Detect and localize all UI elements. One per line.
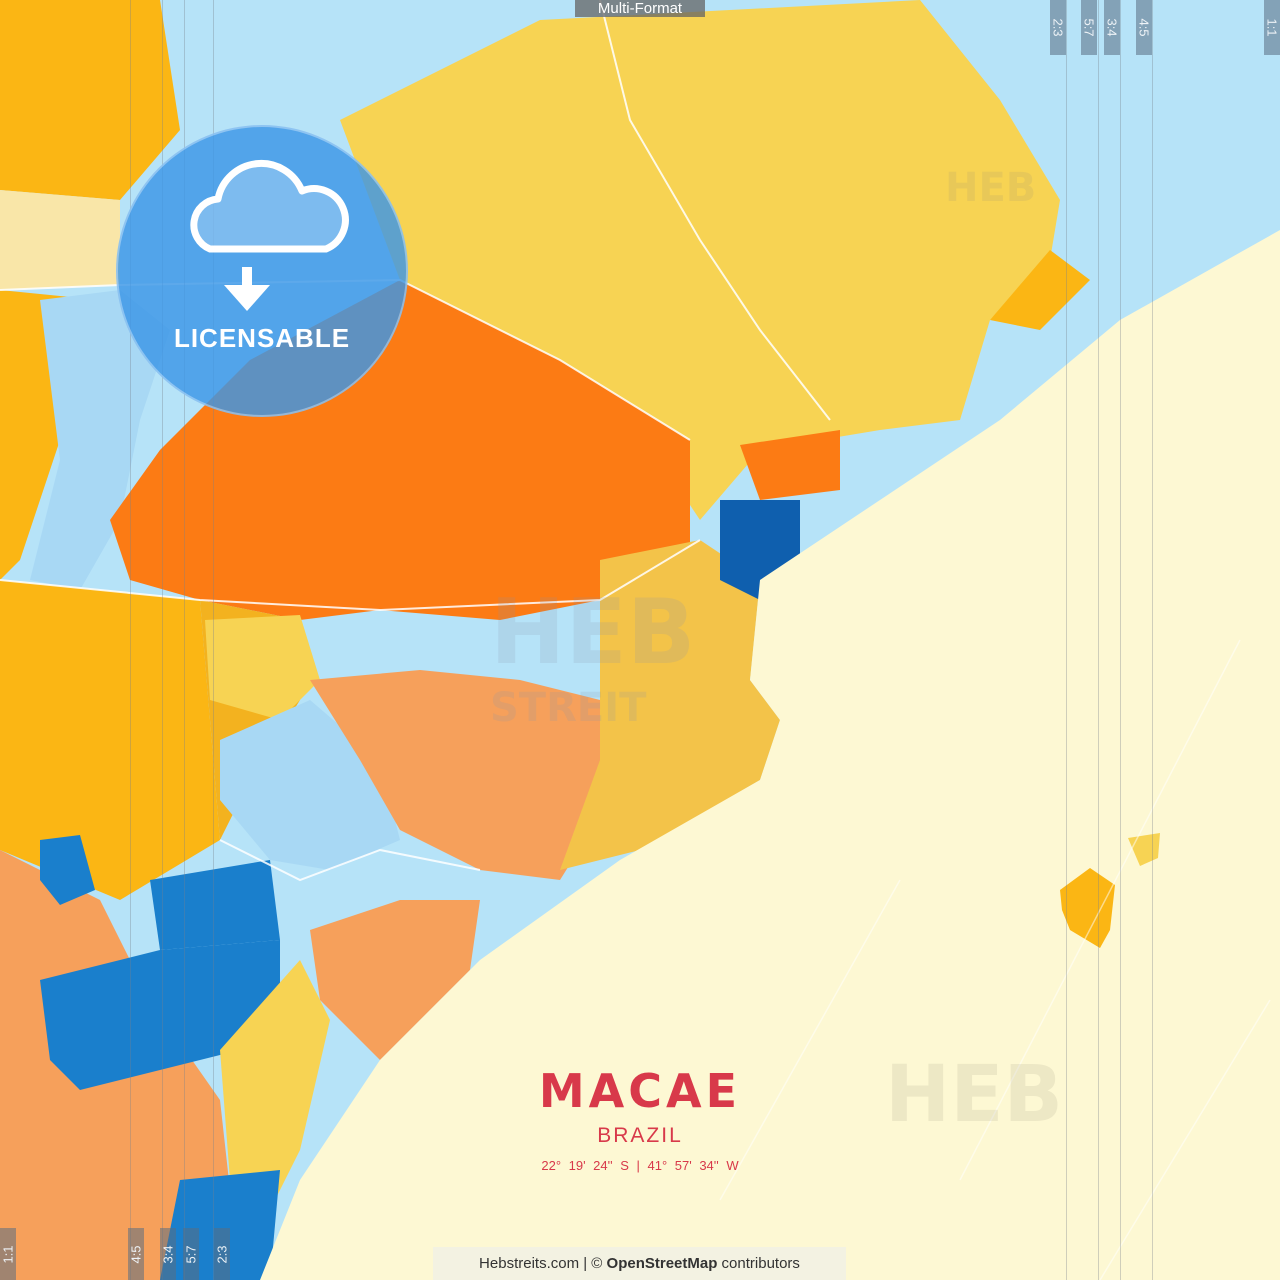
ratio-mark-1-1: 1:1 xyxy=(0,1228,16,1280)
city-center xyxy=(560,540,780,870)
guide-line xyxy=(130,0,131,1280)
watermark-top: HEB xyxy=(945,165,1037,211)
guide-line xyxy=(1152,0,1153,1280)
left-cream-strip xyxy=(0,190,120,290)
blue-lake xyxy=(40,835,95,905)
attribution-separator: | © xyxy=(579,1255,607,1272)
salmon-middle xyxy=(310,670,610,880)
watermark-bottom: HEB xyxy=(885,1050,1064,1140)
sea xyxy=(260,230,1280,1280)
badge-label: LICENSABLE xyxy=(173,323,351,353)
amber-southwest xyxy=(0,580,220,900)
ratio-mark-4-5: 4:5 xyxy=(128,1228,144,1280)
blue-southwest xyxy=(40,940,280,1090)
format-label: Multi-Format xyxy=(575,0,705,17)
salmon-coastal xyxy=(310,900,480,1060)
ratio-mark-5-7: 5:7 xyxy=(1081,0,1097,55)
yellow-patch xyxy=(205,615,320,720)
licensable-badge[interactable]: LICENSABLE xyxy=(116,125,408,417)
guide-line xyxy=(1120,0,1121,1280)
attribution-suffix: contributors xyxy=(717,1255,800,1272)
northeast-orange xyxy=(990,250,1090,330)
ratio-mark-3-4: 3:4 xyxy=(1104,0,1120,55)
north-yellow xyxy=(340,0,1060,520)
guide-line xyxy=(1098,0,1099,1280)
guide-line xyxy=(213,0,214,1280)
country-name: BRAZIL xyxy=(597,1124,683,1147)
coordinates: 22° 19' 24'' S | 41° 57' 34'' W xyxy=(541,1158,739,1173)
ratio-mark-4-5: 4:5 xyxy=(1136,0,1152,55)
ratio-mark-3-4: 3:4 xyxy=(160,1228,176,1280)
cloud-download-icon xyxy=(190,159,349,311)
watermark-center: HEB STREIT xyxy=(490,580,696,731)
island-large xyxy=(1060,868,1115,948)
ratio-mark-5-7: 5:7 xyxy=(183,1228,199,1280)
lake-west xyxy=(30,290,170,590)
ratio-mark-2-3: 2:3 xyxy=(214,1228,230,1280)
attribution: Hebstreits.com | © OpenStreetMap contrib… xyxy=(433,1247,846,1280)
attribution-site[interactable]: Hebstreits.com xyxy=(479,1255,580,1272)
left-amber-north xyxy=(0,0,180,200)
guide-line xyxy=(162,0,163,1280)
city-name: MACAE xyxy=(538,1064,742,1118)
attribution-osm[interactable]: OpenStreetMap xyxy=(606,1255,718,1272)
ratio-mark-1-1: 1:1 xyxy=(1264,0,1280,55)
guide-line xyxy=(1066,0,1067,1280)
blue-inland xyxy=(150,860,280,950)
yellow-coastal xyxy=(220,960,330,1230)
north-coast-orange xyxy=(740,430,840,500)
poster-title-block: MACAE BRAZIL 22° 19' 24'' S | 41° 57' 34… xyxy=(0,1064,1280,1173)
guide-line xyxy=(184,0,185,1280)
ratio-mark-2-3: 2:3 xyxy=(1050,0,1066,55)
